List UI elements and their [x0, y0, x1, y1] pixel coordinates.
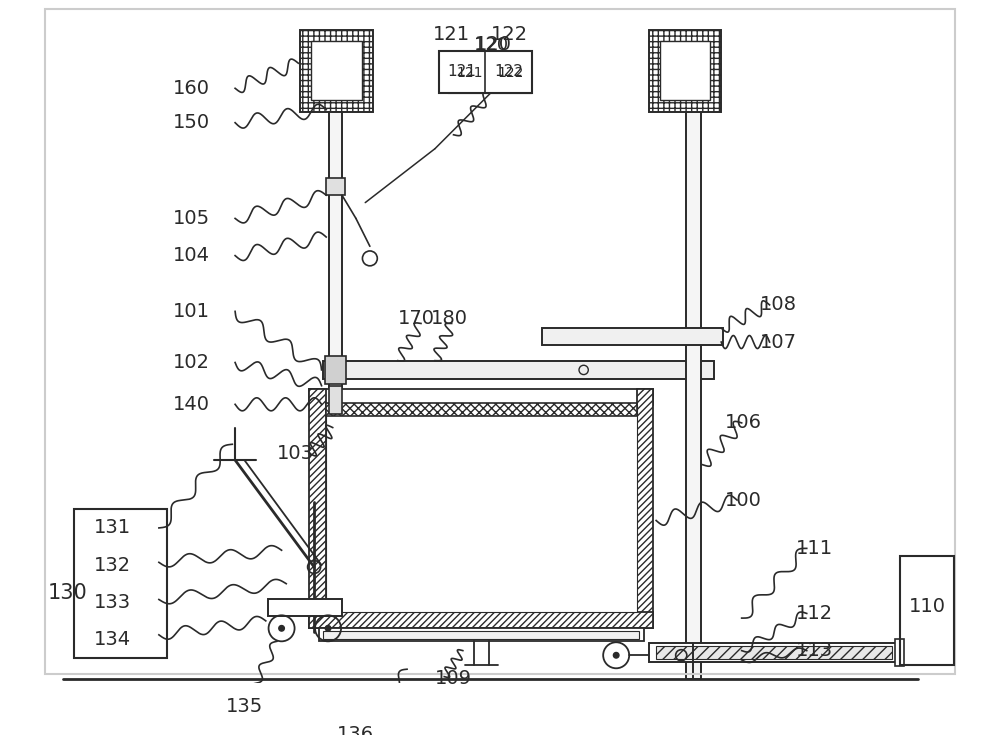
Bar [329, 386, 342, 414]
Circle shape [279, 625, 284, 631]
Text: 103: 103 [277, 444, 314, 463]
Text: 131: 131 [94, 518, 131, 537]
Text: 121: 121 [447, 64, 476, 79]
Bar [319, 628, 644, 642]
Bar [326, 405, 637, 612]
Text: 121: 121 [456, 66, 483, 80]
Circle shape [613, 653, 619, 658]
Bar [449, 54, 531, 93]
Text: 101: 101 [173, 302, 210, 321]
Bar [309, 389, 653, 405]
Text: 106: 106 [725, 413, 762, 432]
Bar [323, 631, 639, 639]
Text: 109: 109 [435, 669, 472, 688]
Text: 111: 111 [796, 539, 833, 558]
Bar [542, 328, 723, 345]
Text: 122: 122 [497, 66, 523, 80]
Bar [649, 643, 900, 662]
Text: 100: 100 [725, 490, 762, 509]
Text: 122: 122 [491, 25, 528, 44]
Text: 160: 160 [173, 79, 210, 98]
Bar [686, 112, 701, 678]
Bar [660, 41, 710, 101]
Text: 110: 110 [909, 597, 946, 615]
Text: 130: 130 [48, 583, 88, 603]
Bar [439, 51, 532, 93]
Text: 113: 113 [796, 641, 833, 660]
Text: 107: 107 [760, 332, 797, 351]
Bar [637, 389, 653, 628]
Bar [309, 389, 326, 628]
Text: 134: 134 [94, 630, 131, 649]
Bar [326, 179, 345, 196]
Bar [309, 612, 653, 628]
Bar [268, 600, 342, 616]
Text: 112: 112 [796, 604, 833, 623]
Text: 108: 108 [760, 295, 797, 315]
Text: 132: 132 [94, 556, 131, 575]
Bar [326, 404, 637, 417]
Bar [895, 639, 904, 667]
Text: 121: 121 [433, 25, 470, 44]
Text: 150: 150 [173, 113, 210, 132]
Bar [311, 41, 362, 101]
Bar [656, 646, 892, 659]
Text: 122: 122 [494, 64, 523, 79]
Bar [323, 361, 714, 379]
Text: 133: 133 [94, 593, 131, 612]
Text: 120: 120 [474, 35, 508, 54]
Text: 180: 180 [430, 309, 467, 329]
Text: 120: 120 [475, 35, 512, 54]
Text: 140: 140 [173, 395, 210, 414]
Text: 102: 102 [173, 353, 210, 372]
Bar [325, 356, 346, 384]
Circle shape [325, 625, 331, 631]
Text: 104: 104 [173, 246, 210, 265]
Text: 170: 170 [398, 309, 435, 329]
Bar [300, 29, 373, 112]
Bar [649, 29, 721, 112]
Bar [329, 112, 342, 390]
Bar [900, 556, 954, 665]
Text: 135: 135 [226, 697, 263, 716]
Bar [74, 509, 167, 658]
Text: 136: 136 [337, 725, 374, 735]
Text: 105: 105 [173, 209, 210, 228]
